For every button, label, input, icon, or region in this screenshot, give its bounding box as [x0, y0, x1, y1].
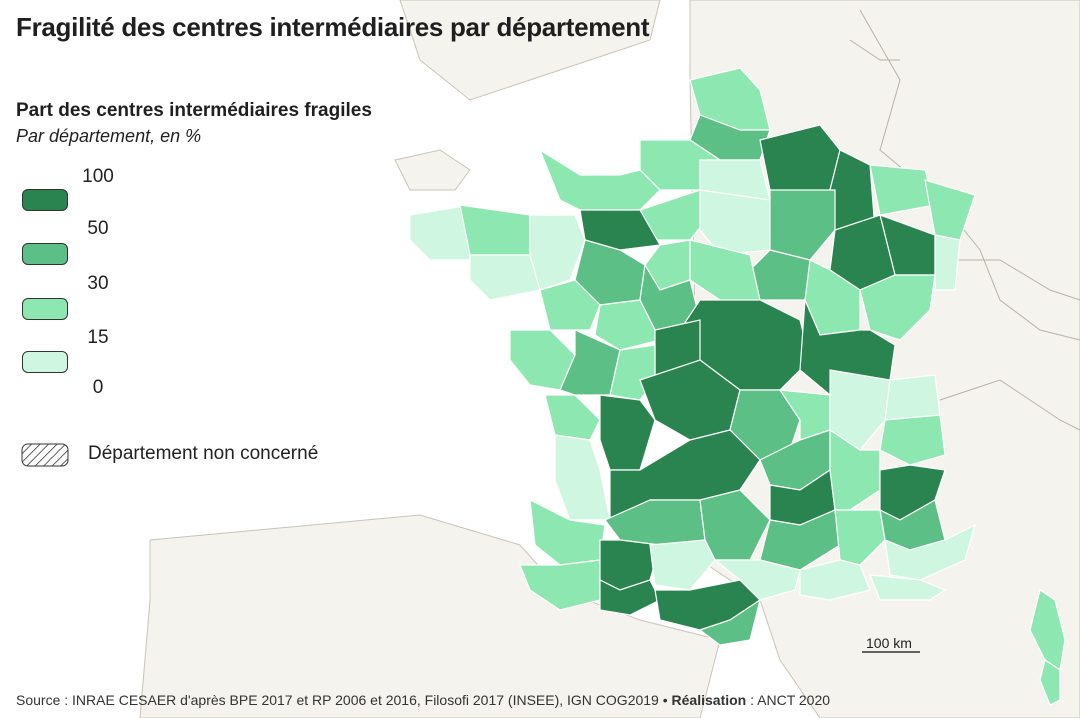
department [829, 369, 891, 451]
department [769, 189, 836, 261]
department [879, 414, 946, 466]
source-note: Source : INRAE CESAER d'après BPE 2017 e… [16, 692, 830, 708]
department [579, 209, 661, 251]
page-title: Fragilité des centres intermédiaires par… [16, 12, 650, 42]
department [529, 214, 586, 291]
department [699, 189, 771, 256]
department [594, 299, 661, 351]
not-concerned-swatch [21, 443, 69, 467]
legend-swatch-50-100 [22, 189, 68, 211]
department [799, 559, 871, 601]
department [749, 249, 811, 301]
legend-swatch-30-50 [22, 243, 68, 265]
source-prefix: Source [16, 692, 61, 708]
department [409, 204, 471, 261]
legend-break: 0 [92, 377, 104, 398]
department [1039, 659, 1061, 706]
department [934, 234, 961, 291]
source-text: : INRAE CESAER d'après BPE 2017 et RP 20… [60, 692, 672, 708]
legend-swatch-0-15 [22, 351, 68, 373]
legend-break: 15 [87, 327, 109, 348]
department [869, 574, 947, 601]
department [554, 434, 611, 521]
not-concerned-label: Département non concerné [88, 443, 319, 464]
department [539, 279, 601, 331]
legend-swatch-15-30 [22, 298, 68, 320]
department [829, 428, 881, 511]
department [469, 254, 541, 301]
legend-title: Part des centres intermédiaires fragiles [16, 100, 372, 121]
department [799, 299, 896, 396]
department [459, 204, 531, 256]
department [698, 598, 761, 646]
department [859, 274, 936, 341]
department [538, 148, 661, 211]
credit-text: : ANCT 2020 [746, 692, 831, 708]
scale-bar-label: 100 km [866, 635, 912, 651]
credit-label: Réalisation [671, 692, 747, 708]
department [713, 559, 801, 601]
department [884, 523, 976, 581]
department [599, 394, 656, 471]
department [544, 394, 601, 441]
legend-break: 50 [87, 218, 109, 239]
legend-break: 100 [82, 166, 114, 187]
legend-break: 30 [87, 273, 109, 294]
departments [409, 67, 1066, 706]
department [649, 539, 716, 591]
legend-subtitle: Par département, en % [16, 126, 202, 146]
